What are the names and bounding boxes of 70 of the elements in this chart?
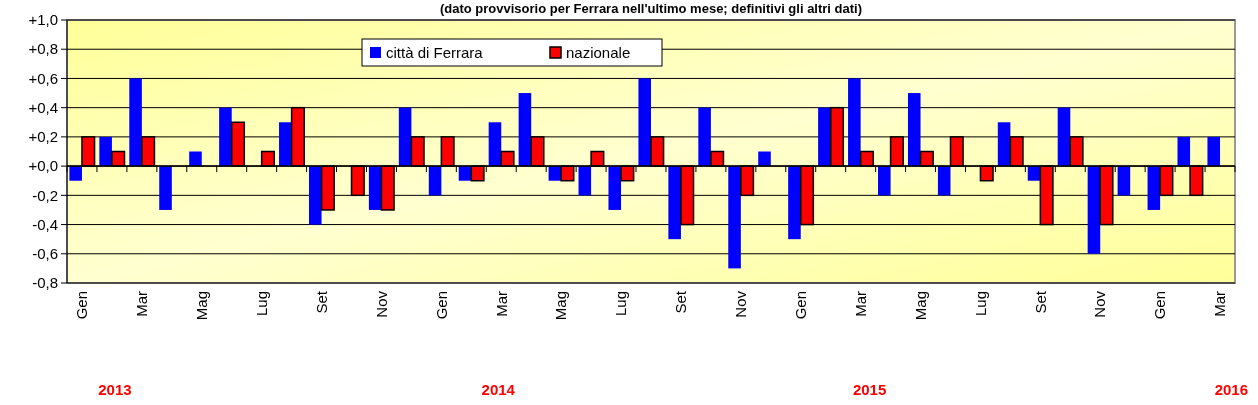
bar (997, 122, 1011, 167)
bar (728, 166, 741, 269)
bar (1177, 136, 1191, 167)
bar (638, 78, 651, 167)
x-tick-label: Nov (1091, 290, 1109, 318)
bar (159, 166, 172, 210)
y-tick-label: -0,2 (32, 186, 58, 204)
x-tick-label: Lug (252, 291, 270, 317)
legend-label: città di Ferrara (386, 44, 484, 62)
bar (219, 107, 232, 167)
x-tick-label: Mag (552, 291, 570, 321)
bar (907, 93, 921, 167)
bar (279, 122, 292, 167)
x-tick-label: Mar (851, 291, 869, 317)
bar (129, 78, 142, 167)
bar (458, 166, 472, 181)
bar (878, 166, 891, 196)
text: 2015 (852, 381, 887, 398)
x-tick-label: Gen (432, 291, 450, 320)
text: 2014 (481, 381, 516, 398)
x-tick-label: Mar (133, 291, 151, 317)
bar (518, 93, 532, 167)
x-tick-label: Mag (193, 291, 211, 321)
bar (189, 151, 202, 167)
legend-label: nazionale (566, 44, 631, 62)
bar (788, 166, 801, 240)
y-tick-label: +1,0 (28, 11, 58, 29)
bar (578, 166, 592, 196)
x-tick-label: Nov (732, 290, 750, 318)
x-tick-label: Gen (1151, 291, 1169, 320)
text: 2016 (1214, 381, 1248, 398)
bar (69, 166, 82, 181)
x-tick-label: Mag (911, 291, 929, 321)
x-tick-label: Lug (612, 291, 630, 317)
bar (1057, 107, 1071, 167)
x-tick-label: Set (312, 290, 330, 314)
bar (758, 151, 771, 167)
y-tick-label: +0,2 (28, 128, 58, 146)
x-tick-label: Mar (1211, 291, 1229, 317)
x-tick-label: Gen (73, 291, 91, 320)
y-tick-label: -0,6 (32, 245, 58, 263)
bar (398, 107, 412, 167)
x-tick-label: Lug (971, 291, 989, 317)
chart-subtitle: (dato provvisorio per Ferrara nell'ultimo mese; definitivi gli altri dati) (439, 1, 863, 16)
bar (1027, 166, 1041, 181)
bar (1117, 166, 1131, 196)
bar (368, 166, 382, 210)
bar (818, 107, 831, 167)
x-tick-label: Nov (372, 290, 390, 318)
bar (308, 166, 322, 225)
y-tick-label: +0,0 (28, 157, 58, 175)
bar (848, 78, 861, 167)
bar (937, 166, 951, 196)
x-tick-label: Gen (791, 291, 809, 320)
x-tick-label: Set (672, 290, 690, 314)
bar (99, 136, 112, 167)
bar (698, 107, 711, 167)
y-tick-label: +0,6 (28, 69, 58, 87)
bar (428, 166, 442, 196)
bar (488, 122, 502, 167)
y-tick-label: -0,8 (32, 274, 58, 292)
bar (1207, 136, 1221, 167)
text: 2013 (98, 381, 132, 398)
bar (668, 166, 681, 240)
y-tick-label: -0,4 (32, 215, 58, 233)
y-tick-label: +0,8 (28, 40, 58, 58)
x-tick-label: Mar (492, 291, 510, 317)
y-tick-label: +0,4 (28, 98, 58, 116)
x-tick-label: Set (1031, 290, 1049, 314)
bar (608, 166, 622, 210)
